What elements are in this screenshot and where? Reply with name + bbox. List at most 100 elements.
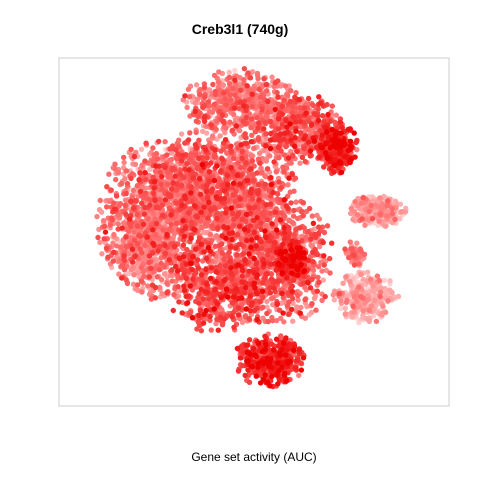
scatter-point [121, 267, 128, 273]
scatter-point [227, 119, 233, 125]
scatter-point [178, 131, 185, 137]
scatter-point [387, 278, 393, 284]
scatter-point [332, 119, 338, 126]
scatter-point [161, 271, 168, 277]
scatter-point [278, 333, 284, 339]
scatter-point [378, 289, 384, 295]
scatter-point [128, 266, 135, 273]
scatter-point [141, 273, 147, 279]
scatter-point [246, 111, 253, 117]
scatter-point [152, 168, 159, 174]
scatter-point [157, 169, 164, 175]
scatter-point [259, 169, 265, 176]
scatter-point [248, 153, 255, 159]
chart-title: Creb3l1 (740g) [191, 21, 289, 37]
scatter-point [106, 171, 112, 177]
scatter-point [213, 320, 219, 327]
scatter-point [354, 212, 361, 218]
scatter-point [134, 260, 140, 266]
scatter-point [207, 231, 214, 238]
scatter-point [143, 190, 149, 196]
scatter-point [288, 160, 294, 166]
scatter-point [164, 152, 170, 158]
scatter-point [230, 86, 236, 92]
scatter-point [269, 123, 275, 129]
scatter-point [239, 319, 246, 326]
scatter-point [319, 268, 325, 274]
scatter-point [242, 189, 248, 196]
scatter-point [282, 83, 289, 89]
scatter-point [232, 92, 238, 98]
scatter-point [246, 96, 252, 103]
scatter-point [123, 277, 129, 283]
scatter-point [359, 216, 365, 222]
scatter-point [305, 126, 311, 133]
scatter-point [306, 205, 313, 212]
scatter-point [110, 258, 117, 264]
scatter-point [288, 88, 294, 94]
scatter-point [320, 277, 327, 283]
scatter-point [211, 101, 218, 108]
scatter-point [295, 297, 301, 303]
scatter-point [241, 77, 247, 83]
scatter-point [227, 158, 233, 165]
scatter-point [354, 240, 360, 246]
scatter-point [311, 295, 318, 301]
scatter-point [309, 301, 315, 307]
scatter-point [291, 232, 297, 238]
scatter-point [255, 136, 262, 143]
scatter-point [281, 169, 287, 175]
scatter-point [296, 372, 302, 379]
scatter-point [264, 304, 270, 310]
scatter-point [303, 234, 309, 241]
scatter-point [259, 251, 265, 258]
scatter-point [261, 212, 267, 218]
scatter-point [281, 152, 287, 158]
scatter-point [96, 207, 103, 213]
scatter-point [223, 125, 229, 131]
scatter-point [157, 197, 163, 203]
scatter-point [392, 216, 398, 223]
scatter-point [389, 290, 395, 296]
scatter-point [215, 183, 221, 190]
scatter-point [160, 227, 166, 233]
scatter-point [159, 291, 165, 297]
scatter-point [273, 169, 279, 175]
scatter-point [100, 218, 107, 224]
scatter-point [349, 246, 355, 252]
scatter-point [206, 87, 213, 93]
scatter-point [293, 90, 299, 96]
scatter-point [159, 186, 165, 192]
scatter-point [224, 106, 230, 113]
scatter-point [169, 272, 175, 278]
scatter-point [216, 204, 222, 210]
scatter-point [342, 246, 348, 252]
scatter-point [208, 327, 214, 333]
scatter-point [241, 66, 248, 72]
scatter-point [107, 222, 114, 228]
scatter-point [102, 223, 108, 229]
scatter-point [138, 278, 145, 284]
scatter-point [132, 161, 139, 168]
scatter-point [184, 104, 190, 111]
scatter-point [146, 259, 152, 266]
scatter-point [154, 156, 161, 162]
scatter-point [309, 213, 315, 219]
scatter-point [289, 219, 295, 225]
scatter-point [268, 271, 274, 277]
scatter-point [382, 285, 388, 292]
scatter-point [260, 304, 266, 310]
scatter-point [202, 94, 208, 100]
scatter-point [316, 264, 322, 270]
scatter-point [358, 293, 364, 300]
scatter-point [305, 229, 311, 235]
scatter-point [200, 128, 206, 135]
scatter-point [123, 244, 130, 250]
scatter-point [131, 272, 137, 278]
scatter-point [377, 211, 383, 217]
scatter-point [285, 182, 291, 188]
scatter-point [226, 74, 233, 81]
scatter-point [157, 284, 163, 291]
scatter-point [301, 225, 307, 231]
scatter-point [383, 309, 389, 316]
